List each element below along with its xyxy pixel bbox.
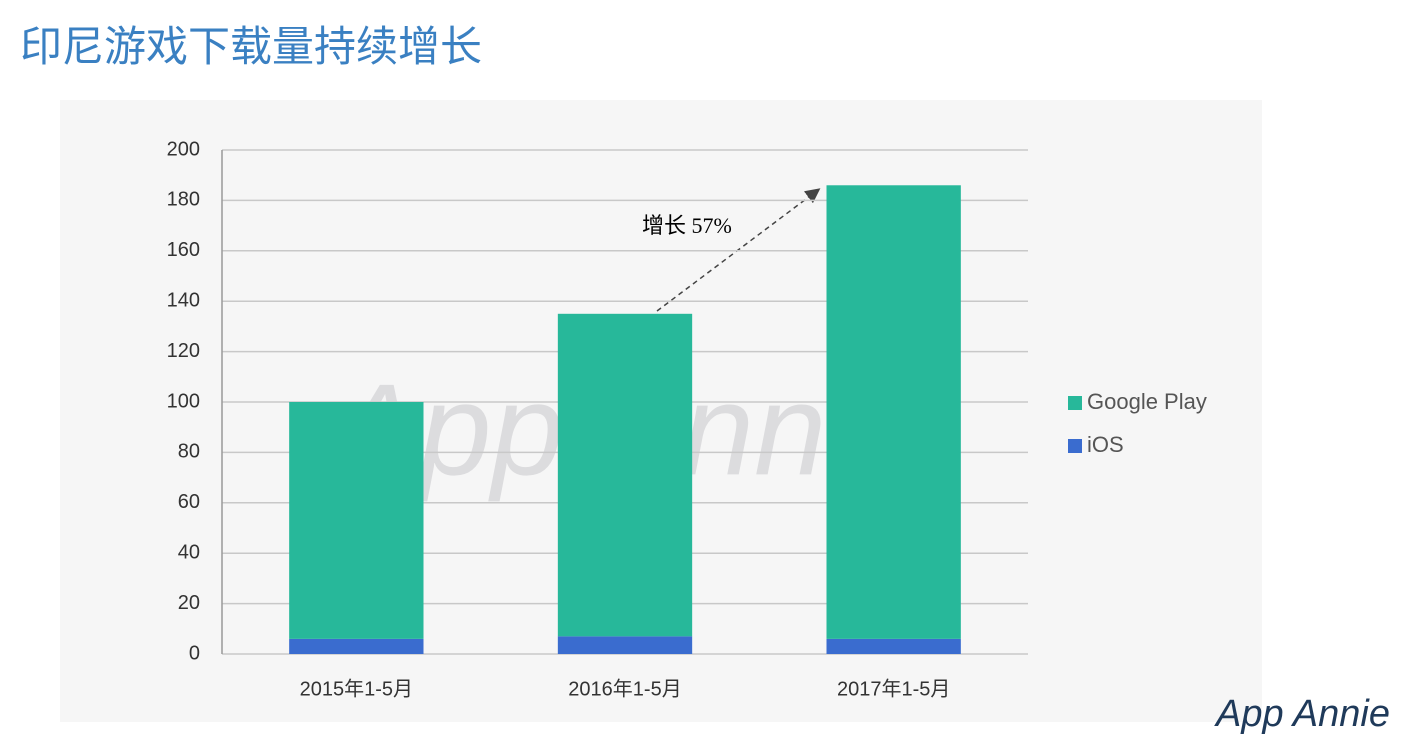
y-tick-label: 80 <box>178 441 200 463</box>
legend-swatch <box>1068 396 1082 410</box>
bar-segment <box>826 185 961 639</box>
y-tick-label: 180 <box>167 189 200 211</box>
bar-segment <box>557 313 693 637</box>
y-tick-label: 140 <box>167 289 200 311</box>
y-tick-label: 120 <box>167 340 200 362</box>
annotation: 增长 57% <box>642 213 732 238</box>
bar-segment <box>826 638 961 654</box>
y-tick-label: 40 <box>178 541 200 563</box>
y-tick-label: 20 <box>178 592 200 614</box>
legend-label: Google Play <box>1087 389 1207 414</box>
x-tick-label: 2017年1-5月 <box>837 677 950 700</box>
bar-segment <box>289 402 424 639</box>
y-tick-label: 0 <box>189 642 200 664</box>
y-tick-label: 100 <box>167 390 200 412</box>
bar-segment <box>289 638 424 654</box>
x-tick-label: 2015年1-5月 <box>300 677 413 700</box>
y-tick-label: 200 <box>167 138 200 160</box>
legend-label: iOS <box>1087 432 1124 457</box>
bar-segment <box>557 636 693 654</box>
y-tick-label: 160 <box>167 239 200 261</box>
x-tick-label: 2016年1-5月 <box>568 677 681 700</box>
y-tick-label: 60 <box>178 491 200 513</box>
chart-title: 印尼游戏下载量持续增长 <box>20 23 482 70</box>
logo: App Annie <box>1214 693 1390 735</box>
legend-swatch <box>1068 439 1082 453</box>
